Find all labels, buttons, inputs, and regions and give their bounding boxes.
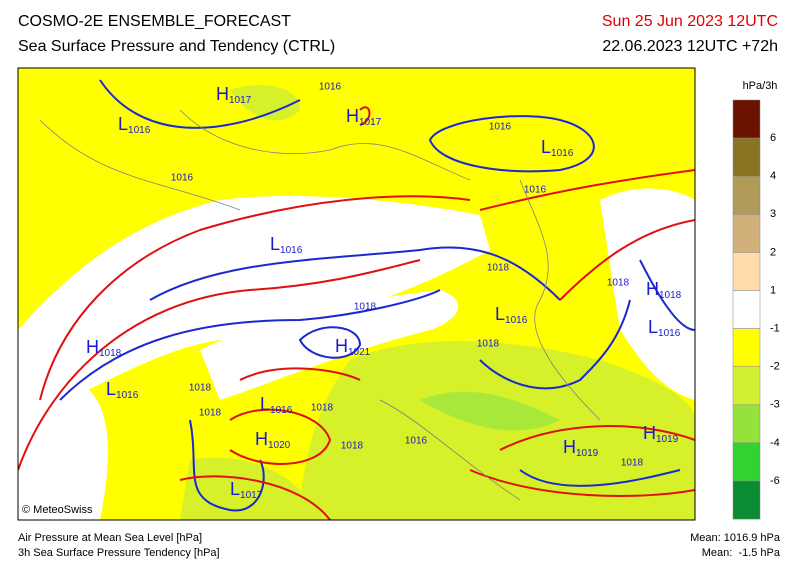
pressure-center: H1017 [346, 106, 382, 128]
center-value: 1019 [656, 434, 679, 445]
center-letter: L [106, 379, 116, 399]
colorbar-box [732, 252, 761, 291]
pressure-center: L1016 [106, 379, 139, 401]
colorbar-box [732, 214, 761, 253]
credit: © MeteoSwiss [22, 504, 93, 516]
colorbar-box [732, 480, 761, 520]
colorbar-label: 1 [770, 284, 776, 296]
footer-line: Air Pressure at Mean Sea Level [hPa] [18, 532, 202, 544]
subtitle: Sea Surface Pressure and Tendency (CTRL) [18, 38, 335, 55]
isobar-label: 1018 [199, 408, 222, 419]
center-value: 1017 [229, 95, 252, 106]
center-letter: H [643, 423, 656, 443]
center-value: 1017 [359, 117, 382, 128]
colorbar-label: 2 [770, 246, 776, 258]
pressure-center: H1020 [255, 429, 291, 451]
colorbar-label: 6 [770, 132, 776, 144]
run-time: 22.06.2023 12UTC +72h [602, 38, 778, 55]
isobar-label: 1018 [477, 339, 500, 350]
center-value: 1016 [658, 328, 681, 339]
mean-tendency: Mean: -1.5 hPa [702, 547, 781, 559]
center-value: 1021 [348, 347, 371, 358]
colorbar-box [732, 137, 761, 177]
center-value: 1017 [240, 490, 263, 501]
colorbar-label: -4 [770, 437, 780, 449]
center-value: 1016 [116, 390, 139, 401]
center-letter: L [648, 317, 658, 337]
colorbar-box [732, 404, 761, 444]
isobar-label: 1018 [354, 302, 377, 313]
colorbar-box [732, 366, 761, 406]
pressure-center: L1016 [648, 317, 681, 339]
center-value: 1020 [268, 440, 291, 451]
center-value: 1018 [99, 348, 122, 359]
center-letter: H [346, 106, 359, 126]
footer-line: 3h Sea Surface Pressure Tendency [hPa] [18, 547, 220, 559]
center-letter: H [646, 279, 659, 299]
pressure-center: L1016 [541, 137, 574, 159]
isobar-label: 1018 [341, 441, 364, 452]
center-value: 1016 [128, 125, 151, 136]
isobar-label: 1018 [487, 263, 510, 274]
mean-pressure: Mean: 1016.9 hPa [690, 532, 781, 544]
pressure-center: L1016 [270, 234, 303, 256]
center-value: 1016 [551, 148, 574, 159]
center-letter: H [255, 429, 268, 449]
colorbar-box [732, 99, 761, 139]
pressure-center: L1017 [230, 479, 263, 501]
center-letter: H [335, 336, 348, 356]
isobar-label: 1016 [405, 436, 428, 447]
colorbar-label: -3 [770, 399, 780, 411]
colorbar-label: -1 [770, 323, 780, 335]
pressure-center: L1016 [118, 114, 151, 136]
center-letter: H [86, 337, 99, 357]
colorbar-unit: hPa/3h [743, 80, 778, 92]
isobar-label: 1016 [524, 185, 547, 196]
colorbar-label: -2 [770, 361, 780, 373]
pressure-center: L1016 [260, 394, 293, 416]
center-value: 1016 [280, 245, 303, 256]
center-value: 1019 [576, 448, 599, 459]
pressure-center: H1017 [216, 84, 252, 106]
colorbar-label: -6 [770, 475, 780, 487]
center-value: 1016 [505, 315, 528, 326]
pressure-center: H1019 [643, 423, 679, 445]
center-letter: H [563, 437, 576, 457]
isobar-label: 1016 [319, 82, 342, 93]
center-letter: L [270, 234, 280, 254]
isobar-label: 1016 [489, 122, 512, 133]
title: COSMO-2E ENSEMBLE_FORECAST [18, 13, 291, 30]
pressure-center: H1018 [86, 337, 122, 359]
valid-time: Sun 25 Jun 2023 12UTC [602, 13, 778, 30]
center-value: 1018 [659, 290, 682, 301]
center-letter: L [541, 137, 551, 157]
isobar-label: 1018 [621, 458, 644, 469]
center-letter: L [495, 304, 505, 324]
pressure-center: H1018 [646, 279, 682, 301]
isobar-label: 1018 [311, 403, 334, 414]
center-value: 1016 [270, 405, 293, 416]
center-letter: L [260, 394, 270, 414]
center-letter: L [118, 114, 128, 134]
center-letter: H [216, 84, 229, 104]
center-letter: L [230, 479, 240, 499]
isobar-label: 1016 [171, 173, 194, 184]
colorbar-box [732, 442, 761, 482]
isobar-label: 1018 [189, 383, 212, 394]
colorbar-label: 4 [770, 170, 776, 182]
isobar-label: 1018 [607, 278, 630, 289]
map: © MeteoSwiss [17, 67, 696, 521]
pressure-center: H1021 [335, 336, 371, 358]
colorbar-label: 3 [770, 208, 776, 220]
pressure-center: H1019 [563, 437, 599, 459]
pressure-center: L1016 [495, 304, 528, 326]
colorbar-box [732, 290, 761, 329]
colorbar-box [732, 175, 761, 215]
colorbar-box [732, 328, 761, 367]
